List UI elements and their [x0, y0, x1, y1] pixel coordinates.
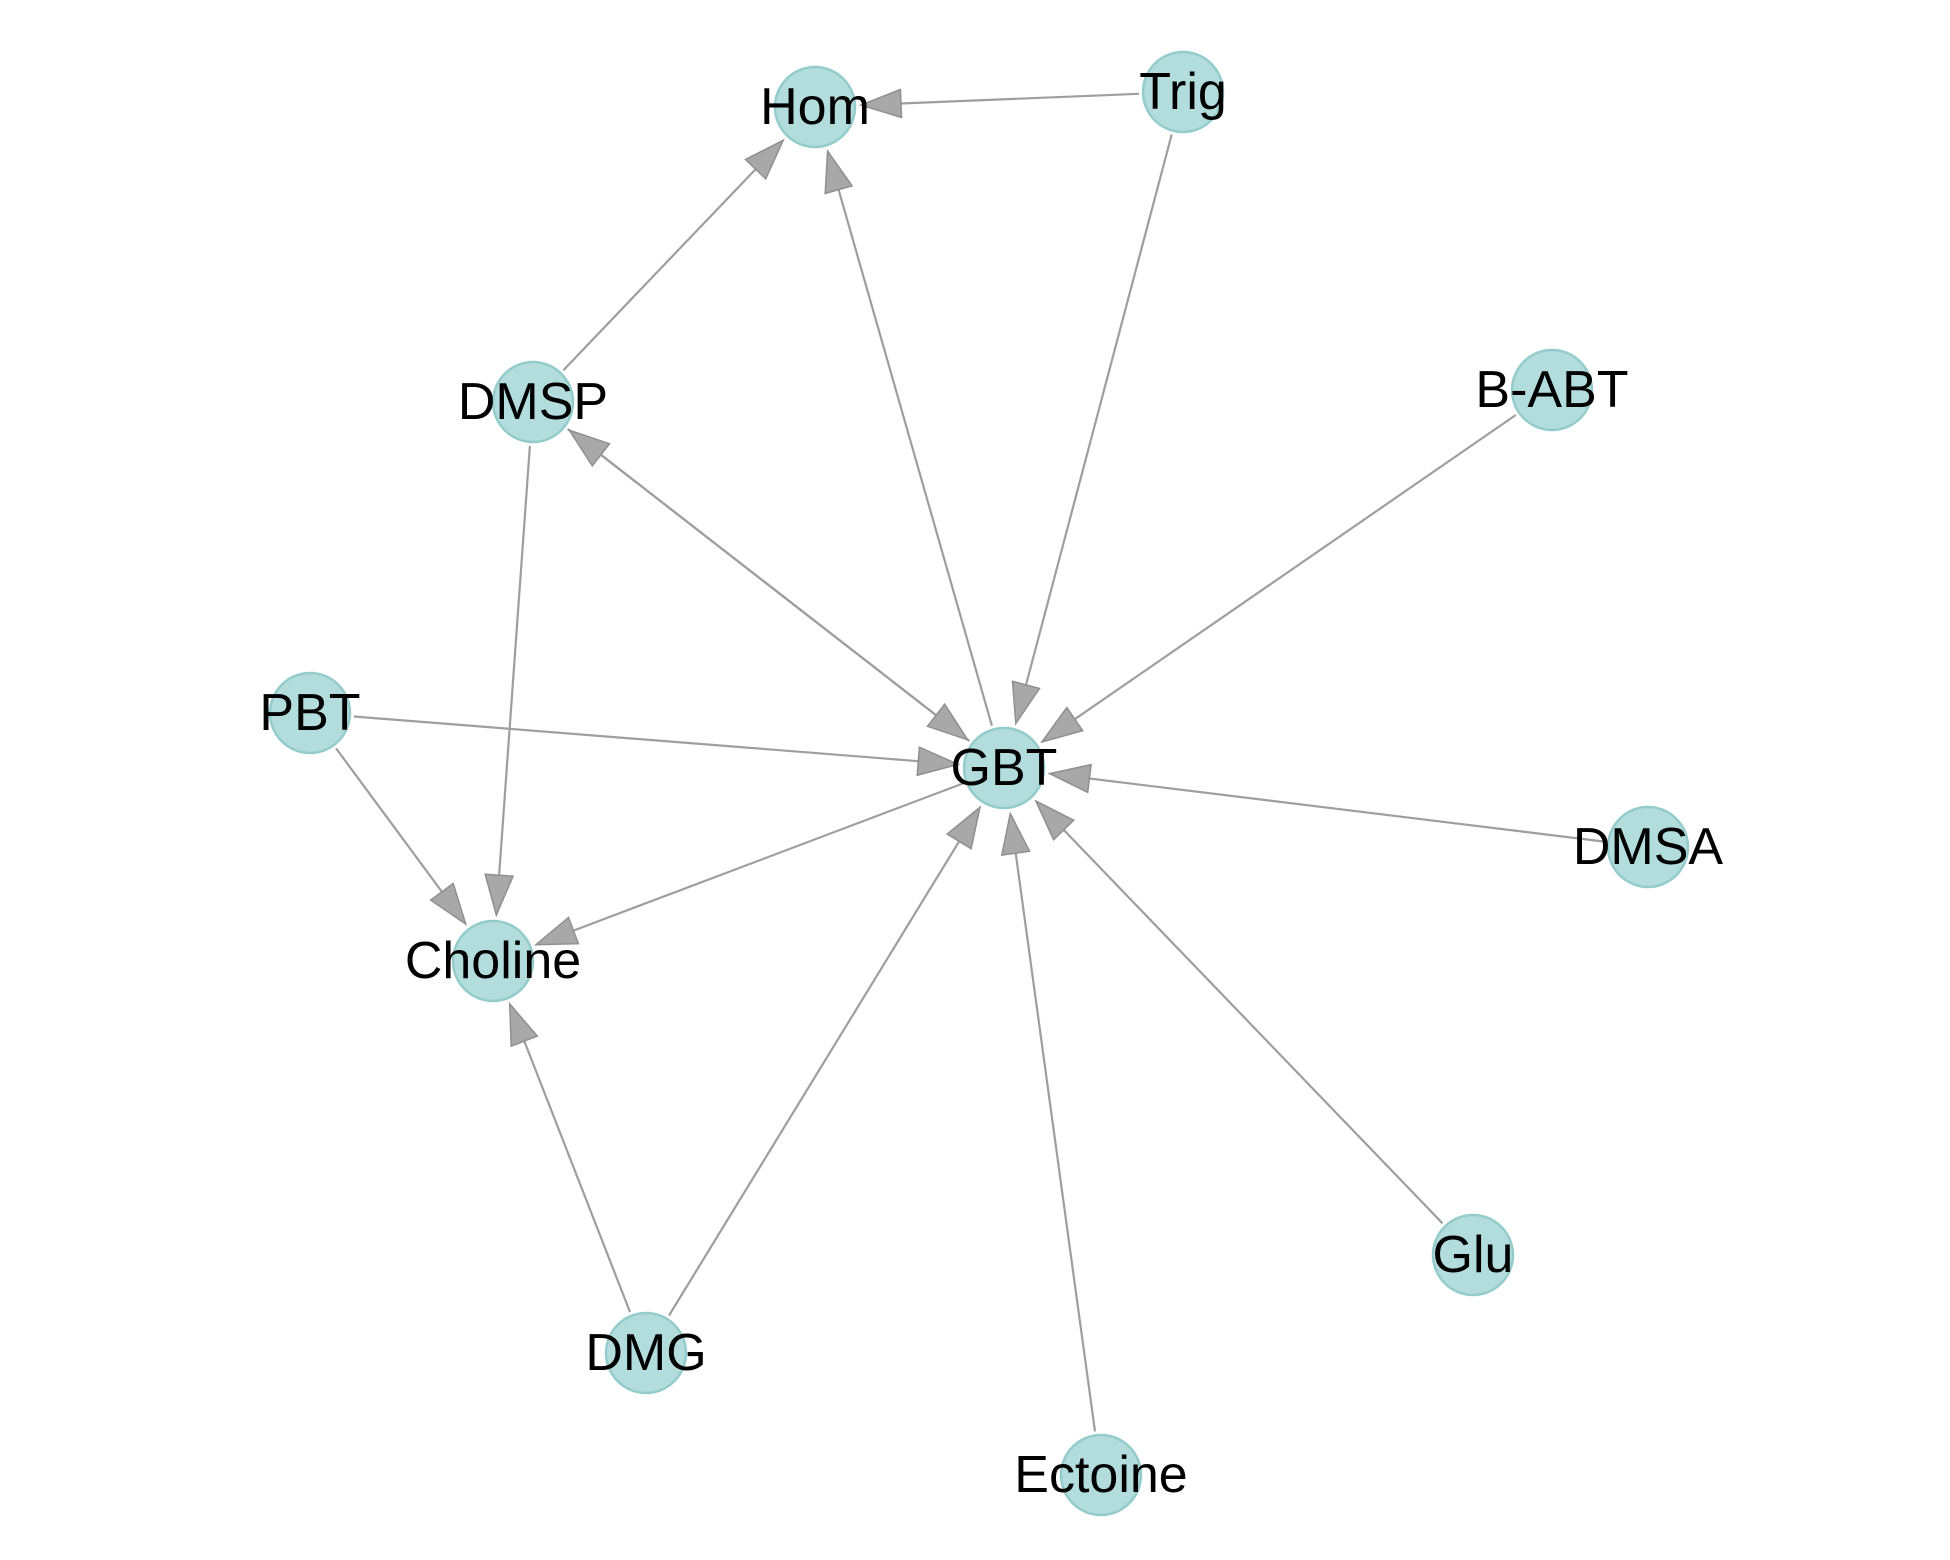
edge-gbt-to-hom: [837, 189, 993, 727]
arrowhead-gbt-to-dmsp: [567, 428, 611, 468]
arrowhead-gbt-to-hom: [824, 149, 854, 195]
edge-gbt-to-dmsp: [600, 453, 970, 742]
node-circle-choline[interactable]: [451, 919, 535, 1003]
arrowhead-dmsp-to-hom: [744, 138, 785, 181]
arrowhead-ectoine-to-gbt: [1000, 811, 1031, 856]
arrowhead-dmsp-to-choline: [484, 873, 515, 918]
node-label-b-abt: B-ABT: [1475, 361, 1628, 419]
node-circle-b-abt[interactable]: [1510, 348, 1594, 432]
edge-dmsp-to-choline: [498, 445, 531, 876]
arrowhead-dmg-to-choline: [508, 1001, 539, 1048]
node-circle-trig[interactable]: [1141, 50, 1225, 134]
node-hom[interactable]: Hom: [760, 65, 870, 149]
arrowhead-trig-to-gbt: [1011, 680, 1041, 726]
node-circle-ectoine[interactable]: [1059, 1433, 1143, 1517]
edge-trig-to-hom: [900, 92, 1140, 105]
nodes-layer: Hom Trig DMSP B-ABT PBT GBT DMSA Choline Glu DMG E…: [259, 50, 1724, 1517]
edge-ectoine-to-gbt: [1014, 853, 1097, 1432]
node-dmsa[interactable]: DMSA: [1573, 805, 1724, 889]
node-label-pbt: PBT: [259, 684, 360, 742]
edge-gbt-to-choline: [573, 782, 964, 932]
node-label-ectoine: Ectoine: [1014, 1446, 1187, 1504]
edge-glu-to-gbt: [1062, 829, 1444, 1225]
node-pbt[interactable]: PBT: [259, 671, 361, 755]
arrowhead-pbt-to-choline: [429, 882, 468, 926]
node-label-trig: Trig: [1139, 63, 1227, 121]
node-label-gbt: GBT: [951, 739, 1058, 797]
node-circle-pbt[interactable]: [268, 671, 352, 755]
node-ectoine[interactable]: Ectoine: [1014, 1433, 1188, 1517]
node-label-choline: Choline: [405, 932, 581, 990]
arrowhead-dmsp-to-gbt: [926, 702, 970, 742]
node-choline[interactable]: Choline: [405, 919, 581, 1003]
node-label-dmsa: DMSA: [1573, 818, 1724, 876]
node-dmsp[interactable]: DMSP: [458, 360, 608, 444]
node-dmg[interactable]: DMG: [585, 1311, 707, 1395]
node-trig[interactable]: Trig: [1139, 50, 1227, 134]
arrowhead-trig-to-hom: [858, 88, 903, 119]
node-label-dmsp: DMSP: [458, 373, 608, 431]
node-circle-glu[interactable]: [1431, 1213, 1515, 1297]
arrowhead-glu-to-gbt: [1034, 799, 1075, 841]
node-label-hom: Hom: [760, 78, 870, 136]
edge-pbt-to-choline: [335, 747, 443, 893]
arrowhead-dmsa-to-gbt: [1047, 763, 1092, 794]
node-b-abt[interactable]: B-ABT: [1475, 348, 1629, 432]
node-label-glu: Glu: [1433, 1226, 1514, 1284]
node-circle-dmsa[interactable]: [1606, 805, 1690, 889]
edge-trig-to-gbt: [1024, 134, 1173, 686]
edge-dmg-to-gbt: [668, 840, 961, 1317]
arrowhead-dmg-to-gbt: [945, 805, 982, 850]
node-circle-dmsp[interactable]: [491, 360, 575, 444]
edge-dmsa-to-gbt: [1089, 777, 1605, 843]
node-circle-hom[interactable]: [773, 65, 857, 149]
edge-pbt-to-gbt: [353, 715, 919, 763]
node-circle-gbt[interactable]: [962, 726, 1046, 810]
arrowhead-b-abt-to-gbt: [1040, 706, 1084, 744]
edge-b-abt-to-gbt: [1074, 414, 1517, 721]
arrowheads-layer: [429, 88, 1092, 1048]
arrowhead-pbt-to-gbt: [916, 746, 961, 777]
node-label-dmg: DMG: [585, 1324, 706, 1382]
edges-layer: [335, 92, 1605, 1432]
node-glu[interactable]: Glu: [1431, 1213, 1515, 1297]
arrowhead-gbt-to-choline: [533, 916, 580, 946]
node-circle-dmg[interactable]: [604, 1311, 688, 1395]
node-gbt[interactable]: GBT: [951, 726, 1058, 810]
edge-dmsp-to-hom: [562, 168, 757, 371]
edge-dmg-to-choline: [523, 1040, 632, 1313]
